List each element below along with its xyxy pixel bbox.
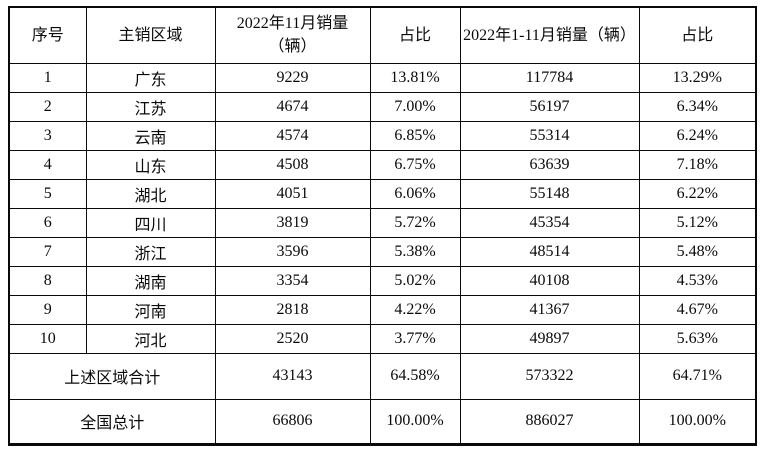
table-cell: 3.77% (369, 323, 461, 354)
table-cell: 7.18% (638, 149, 757, 180)
table-row: 2 江苏 4674 7.00% 56197 6.34% (8, 91, 757, 122)
summary-cell: 43143 (214, 352, 371, 400)
table-cell: 四川 (85, 207, 216, 238)
header-cell-region: 主销区域 (85, 6, 216, 64)
table-cell: 13.29% (638, 62, 757, 93)
header-cell-index: 序号 (8, 6, 87, 64)
table-cell: 55148 (459, 178, 640, 209)
summary-cell: 100.00% (638, 398, 757, 445)
summary-cell: 64.58% (369, 352, 461, 400)
table-cell: 4 (8, 149, 87, 180)
table-cell: 2520 (214, 323, 371, 354)
table-cell: 5 (8, 178, 87, 209)
table-cell: 55314 (459, 120, 640, 151)
table-cell: 56197 (459, 91, 640, 122)
table-cell: 3354 (214, 265, 371, 296)
table-cell: 6.75% (369, 149, 461, 180)
table-cell: 117784 (459, 62, 640, 93)
header-cell-ytd-share: 占比 (638, 6, 757, 64)
table-row: 4 山东 4508 6.75% 63639 7.18% (8, 149, 757, 180)
table-cell: 5.48% (638, 236, 757, 267)
table-cell: 6.06% (369, 178, 461, 209)
table-cell: 48514 (459, 236, 640, 267)
table-cell: 9 (8, 294, 87, 325)
table-cell: 6 (8, 207, 87, 238)
table-cell: 10 (8, 323, 87, 354)
table-cell: 云南 (85, 120, 216, 151)
table-cell: 41367 (459, 294, 640, 325)
table-cell: 山东 (85, 149, 216, 180)
table-cell: 6.34% (638, 91, 757, 122)
summary-cell: 886027 (459, 398, 640, 445)
table-row: 10 河北 2520 3.77% 49897 5.63% (8, 323, 757, 354)
table-row: 1 广东 9229 13.81% 117784 13.29% (8, 62, 757, 93)
table-cell: 2 (8, 91, 87, 122)
grand-total-row: 全国总计 66806 100.00% 886027 100.00% (8, 398, 757, 445)
table-cell: 4674 (214, 91, 371, 122)
table-cell: 湖北 (85, 178, 216, 209)
table-cell: 8 (8, 265, 87, 296)
table-cell: 4051 (214, 178, 371, 209)
table-cell: 5.63% (638, 323, 757, 354)
table-cell: 3 (8, 120, 87, 151)
table-cell: 4574 (214, 120, 371, 151)
table-cell: 5.02% (369, 265, 461, 296)
table-cell: 广东 (85, 62, 216, 93)
table-cell: 7.00% (369, 91, 461, 122)
table-cell: 7 (8, 236, 87, 267)
table-body: 1 广东 9229 13.81% 117784 13.29% 2 江苏 4674 7.00% 561… (8, 62, 757, 445)
table-cell: 江苏 (85, 91, 216, 122)
table-cell: 45354 (459, 207, 640, 238)
table-cell: 6.22% (638, 178, 757, 209)
header-cell-nov-share: 占比 (369, 6, 461, 64)
summary-cell: 66806 (214, 398, 371, 445)
table-cell: 4508 (214, 149, 371, 180)
summary-cell: 64.71% (638, 352, 757, 400)
table-row: 3 云南 4574 6.85% 55314 6.24% (8, 120, 757, 151)
table-cell: 5.38% (369, 236, 461, 267)
table-cell: 河北 (85, 323, 216, 354)
table-row: 6 四川 3819 5.72% 45354 5.12% (8, 207, 757, 238)
table-cell: 6.85% (369, 120, 461, 151)
summary-label: 上述区域合计 (8, 352, 216, 400)
summary-cell: 100.00% (369, 398, 461, 445)
table-row: 9 河南 2818 4.22% 41367 4.67% (8, 294, 757, 325)
table-cell: 4.53% (638, 265, 757, 296)
header-cell-ytd-sales: 2022年1-11月销量（辆） (459, 6, 640, 64)
table-cell: 5.72% (369, 207, 461, 238)
table-cell: 3819 (214, 207, 371, 238)
table-cell: 3596 (214, 236, 371, 267)
table-cell: 4.22% (369, 294, 461, 325)
table-cell: 13.81% (369, 62, 461, 93)
table-row: 5 湖北 4051 6.06% 55148 6.22% (8, 178, 757, 209)
table-cell: 湖南 (85, 265, 216, 296)
table-cell: 浙江 (85, 236, 216, 267)
table-cell: 2818 (214, 294, 371, 325)
table-cell: 63639 (459, 149, 640, 180)
table-cell: 河南 (85, 294, 216, 325)
regional-sales-table: 序号 主销区域 2022年11月销量（辆） 占比 2022年1-11月销量（辆）… (8, 6, 757, 446)
table-cell: 4.67% (638, 294, 757, 325)
subtotal-row: 上述区域合计 43143 64.58% 573322 64.71% (8, 352, 757, 400)
table-row: 7 浙江 3596 5.38% 48514 5.48% (8, 236, 757, 267)
table-header: 序号 主销区域 2022年11月销量（辆） 占比 2022年1-11月销量（辆）… (8, 6, 757, 64)
table-cell: 9229 (214, 62, 371, 93)
table-cell: 1 (8, 62, 87, 93)
table-cell: 6.24% (638, 120, 757, 151)
table-row: 8 湖南 3354 5.02% 40108 4.53% (8, 265, 757, 296)
summary-label: 全国总计 (8, 398, 216, 445)
summary-cell: 573322 (459, 352, 640, 400)
table-cell: 40108 (459, 265, 640, 296)
header-cell-nov-sales: 2022年11月销量（辆） (214, 6, 371, 64)
table-cell: 5.12% (638, 207, 757, 238)
header-row: 序号 主销区域 2022年11月销量（辆） 占比 2022年1-11月销量（辆）… (8, 6, 757, 64)
table-cell: 49897 (459, 323, 640, 354)
